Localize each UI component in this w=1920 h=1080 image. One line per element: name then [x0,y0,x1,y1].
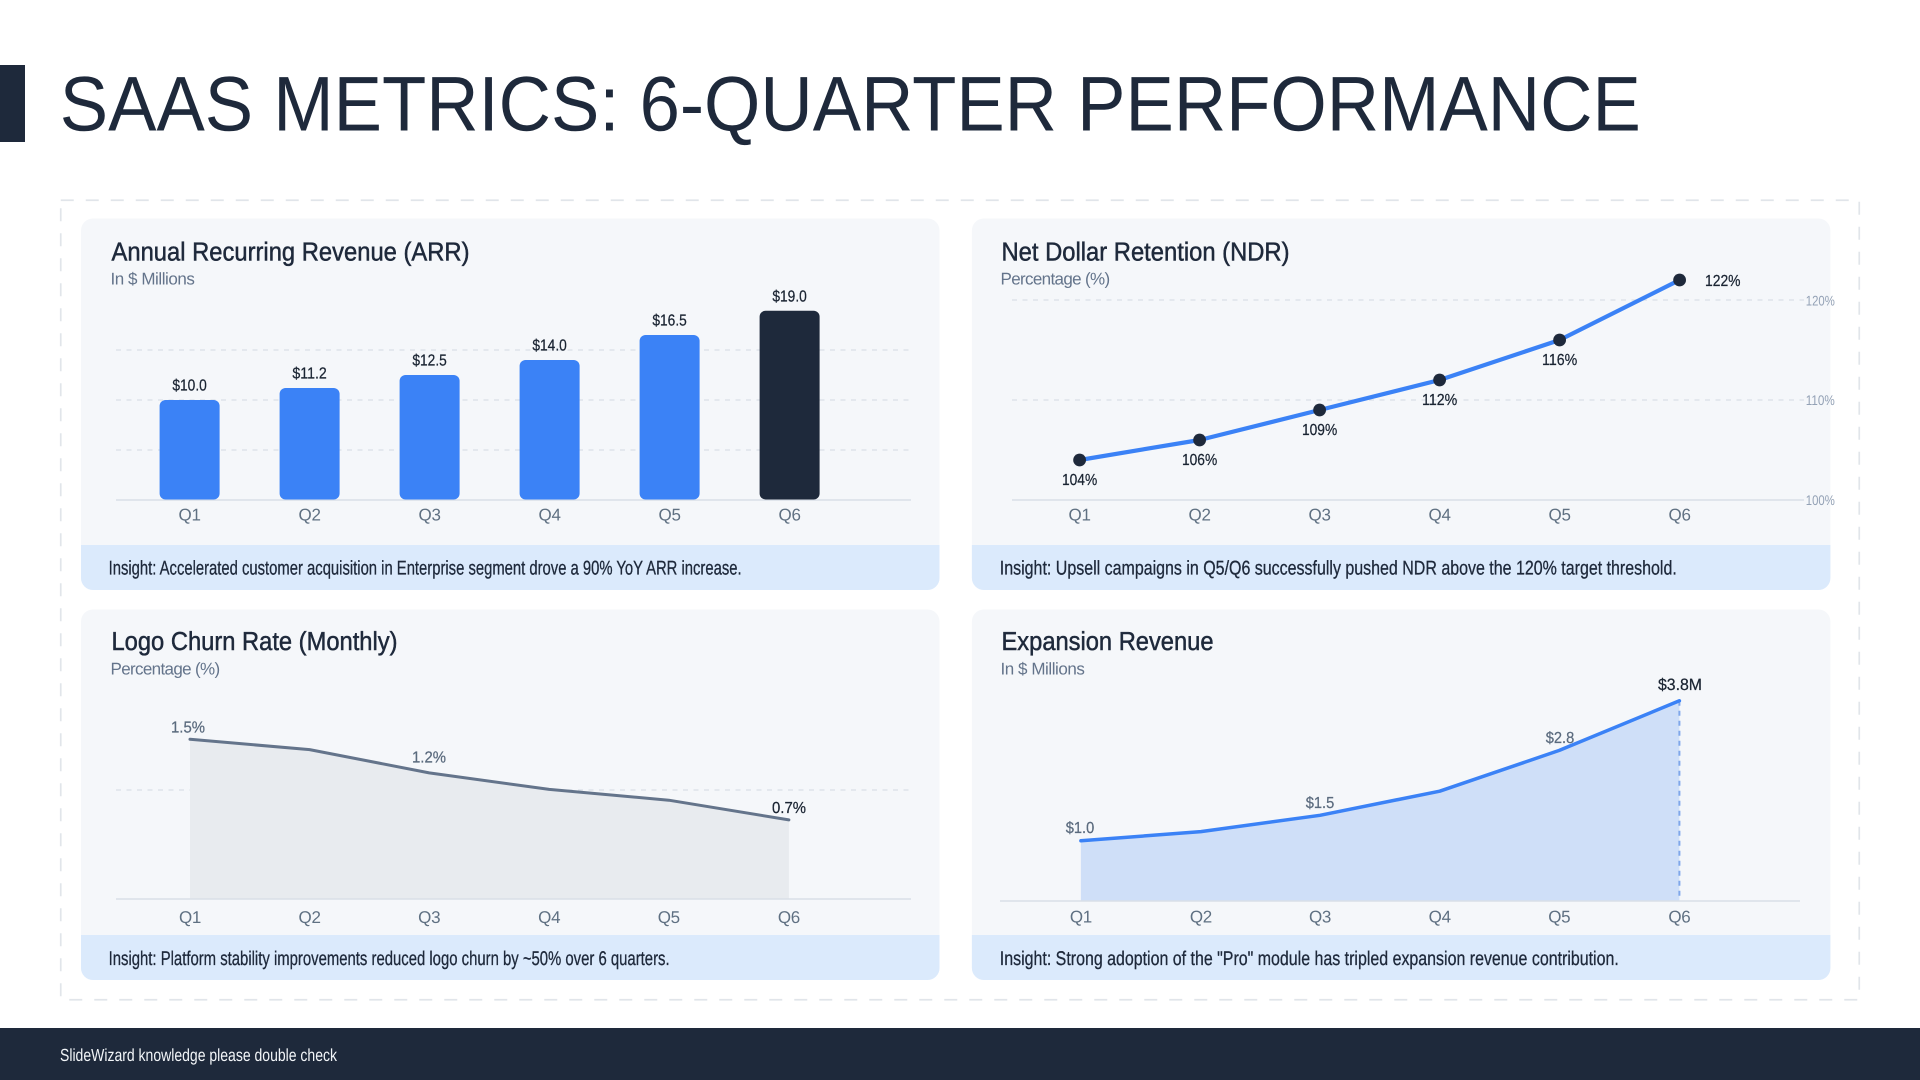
svg-text:$3.8M: $3.8M [1658,676,1702,694]
svg-text:$10.0: $10.0 [172,378,206,395]
svg-text:Q1: Q1 [1069,506,1091,525]
svg-text:Percentage (%): Percentage (%) [111,660,220,679]
svg-text:0.7%: 0.7% [772,800,806,817]
svg-text:109%: 109% [1302,422,1337,439]
svg-text:Expansion Revenue: Expansion Revenue [1002,626,1214,656]
svg-text:1.2%: 1.2% [412,750,446,767]
svg-text:Q6: Q6 [779,506,801,525]
svg-text:Q3: Q3 [1309,908,1331,927]
svg-text:Q3: Q3 [419,506,441,525]
svg-text:Insight: Accelerated customer: Insight: Accelerated customer acquisitio… [109,558,742,580]
svg-text:$11.2: $11.2 [292,366,326,383]
svg-text:Q3: Q3 [418,908,440,927]
svg-text:Q6: Q6 [1669,506,1691,525]
svg-text:Q2: Q2 [299,908,321,927]
svg-text:112%: 112% [1422,392,1457,409]
svg-text:Percentage (%): Percentage (%) [1001,270,1110,289]
svg-text:Q1: Q1 [179,506,201,525]
svg-text:104%: 104% [1062,472,1097,489]
svg-text:1.5%: 1.5% [171,720,205,737]
svg-text:Q4: Q4 [1429,908,1451,927]
svg-text:In $ Millions: In $ Millions [111,270,195,289]
svg-text:Q6: Q6 [778,908,800,927]
svg-text:Q4: Q4 [539,506,561,525]
svg-text:Q2: Q2 [299,506,321,525]
svg-text:SlideWizard knowledge please d: SlideWizard knowledge please double chec… [60,1045,337,1065]
svg-text:Q5: Q5 [658,908,680,927]
svg-text:Insight: Strong adoption of th: Insight: Strong adoption of the "Pro" mo… [1000,948,1619,970]
svg-text:Q1: Q1 [179,908,201,927]
svg-text:$1.0: $1.0 [1066,820,1095,837]
svg-text:110%: 110% [1806,392,1835,408]
svg-text:Q5: Q5 [1548,908,1570,927]
svg-text:Q4: Q4 [538,908,560,927]
svg-text:100%: 100% [1806,492,1835,508]
svg-text:Q2: Q2 [1190,908,1212,927]
svg-text:122%: 122% [1705,273,1741,290]
svg-text:$1.5: $1.5 [1306,795,1335,812]
svg-text:$19.0: $19.0 [772,288,806,305]
svg-text:$14.0: $14.0 [532,338,566,355]
svg-text:Q5: Q5 [659,506,681,525]
svg-text:Annual Recurring Revenue (ARR): Annual Recurring Revenue (ARR) [112,236,470,266]
svg-text:Insight: Upsell campaigns in Q: Insight: Upsell campaigns in Q5/Q6 succe… [1000,558,1677,580]
svg-text:Q5: Q5 [1549,506,1571,525]
svg-text:In $ Millions: In $ Millions [1001,660,1085,679]
svg-text:Net Dollar Retention (NDR): Net Dollar Retention (NDR) [1002,236,1290,266]
svg-text:116%: 116% [1542,352,1577,369]
svg-text:Q1: Q1 [1070,908,1092,927]
svg-text:$16.5: $16.5 [652,313,686,330]
svg-text:Q3: Q3 [1309,506,1331,525]
svg-text:120%: 120% [1806,292,1835,308]
svg-text:Q6: Q6 [1668,908,1690,927]
svg-text:$12.5: $12.5 [412,353,446,370]
svg-text:SAAS METRICS: 6-QUARTER PERFOR: SAAS METRICS: 6-QUARTER PERFORMANCE [60,61,1641,147]
svg-text:106%: 106% [1182,452,1217,469]
svg-text:$2.8: $2.8 [1546,730,1575,747]
svg-text:Q4: Q4 [1429,506,1451,525]
svg-text:Q2: Q2 [1189,506,1211,525]
svg-text:Insight: Platform stability im: Insight: Platform stability improvements… [109,948,670,970]
svg-text:Logo Churn Rate (Monthly): Logo Churn Rate (Monthly) [112,626,398,656]
